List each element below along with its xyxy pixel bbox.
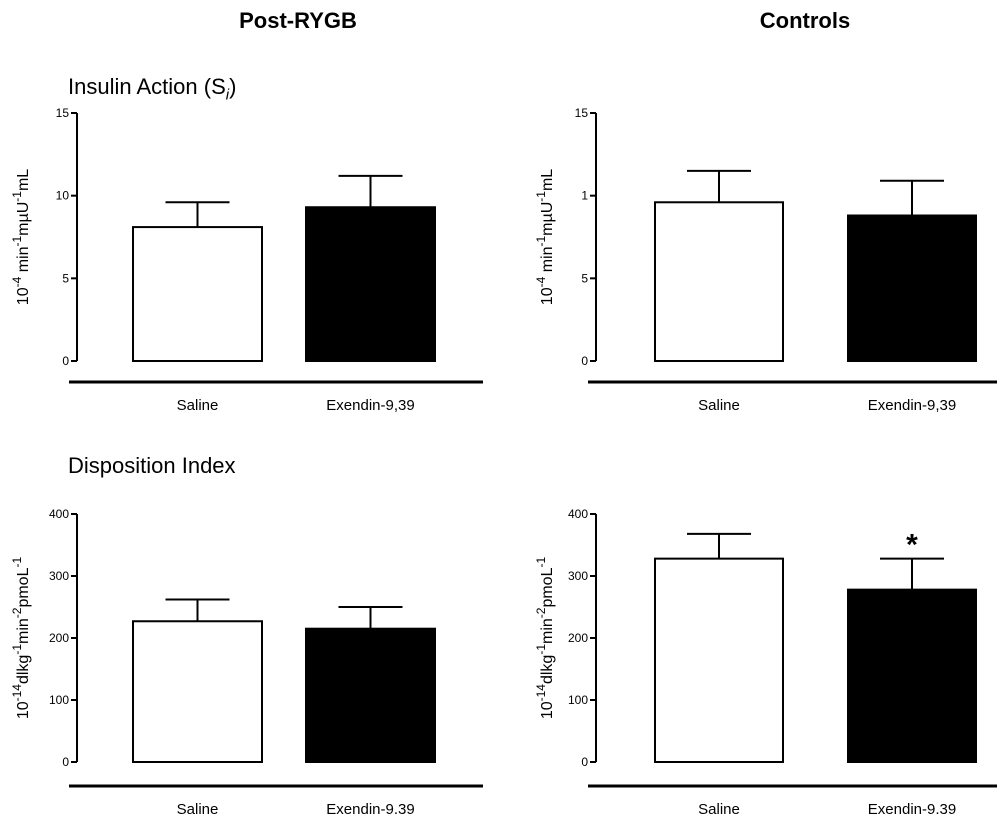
column-title-controls: Controls	[759, 8, 851, 33]
panel-3-bar-exendin	[305, 627, 436, 764]
panel-2-bar-saline	[654, 201, 784, 362]
panel-4-y-tick-label: 100	[568, 693, 588, 707]
panel-1-y-axis-label: 10-4 min-1mµU-1mL	[10, 169, 32, 305]
panel-2-y-tick-label: 1	[581, 189, 588, 203]
panel-2-category-label: Saline	[698, 397, 740, 414]
panel-4-y-tick-label: 300	[568, 569, 588, 583]
panel-1-category-label: Saline	[177, 397, 219, 414]
panel-2-y-axis-label: 10-4 min-1mµU-1mL	[534, 169, 556, 305]
panel-4-bar-saline	[654, 557, 784, 764]
panel-1-y-tick-label: 10	[56, 189, 70, 203]
panel-2-category-label: Exendin-9,39	[868, 397, 956, 414]
panel-3-y-tick-label: 200	[49, 631, 69, 645]
panel-2-y-tick-label: 15	[575, 106, 589, 120]
panel-3-y-tick-label: 0	[62, 755, 69, 769]
panel-1-bar-exendin	[305, 206, 436, 362]
panel-3-category-label: Saline	[177, 801, 219, 814]
panel-1-y-tick-label: 5	[62, 271, 69, 285]
panel-4-significance-star: *	[906, 529, 918, 562]
panel-4-y-axis-label: 10-14dlkg-1min-2pmoL-1	[534, 557, 556, 720]
row-title-insulin-action-close: )	[229, 74, 237, 99]
panel-1-bar-saline	[132, 226, 263, 362]
row-title-insulin-action: Insulin Action (Si)	[68, 74, 236, 103]
panel-2-bar-exendin	[847, 214, 977, 362]
panel-4-y-tick-label: 200	[568, 631, 588, 645]
panel-4-category-label: Exendin-9,39	[868, 801, 956, 814]
panel-1-y-tick-label: 0	[62, 354, 69, 368]
panel-2-y-tick-label: 5	[581, 271, 588, 285]
panel-3-category-label: Exendin-9,39	[326, 801, 414, 814]
panel-3-y-tick-label: 300	[49, 569, 69, 583]
panel-3-y-tick-label: 400	[49, 507, 69, 521]
panel-3-y-tick-label: 100	[49, 693, 69, 707]
row-title-disposition-index: Disposition Index	[68, 453, 236, 478]
panel-1-category-label: Exendin-9,39	[326, 397, 414, 414]
row-title-subscript: i	[225, 86, 230, 104]
panel-3-bar-saline	[132, 620, 263, 764]
panel-4-y-tick-label: 0	[581, 755, 588, 769]
panel-2-y-tick-label: 0	[581, 354, 588, 368]
panel-4-y-tick-label: 400	[568, 507, 588, 521]
panel-3-y-axis-label: 10-14dlkg-1min-2pmoL-1	[10, 557, 32, 720]
column-title-post-rygb: Post-RYGB	[239, 8, 357, 33]
row-title-insulin-action-text: Insulin Action (S	[68, 74, 226, 99]
panel-4-category-label: Saline	[698, 801, 740, 814]
panel-4-bar-exendin	[847, 588, 977, 764]
panel-1-y-tick-label: 15	[56, 106, 70, 120]
